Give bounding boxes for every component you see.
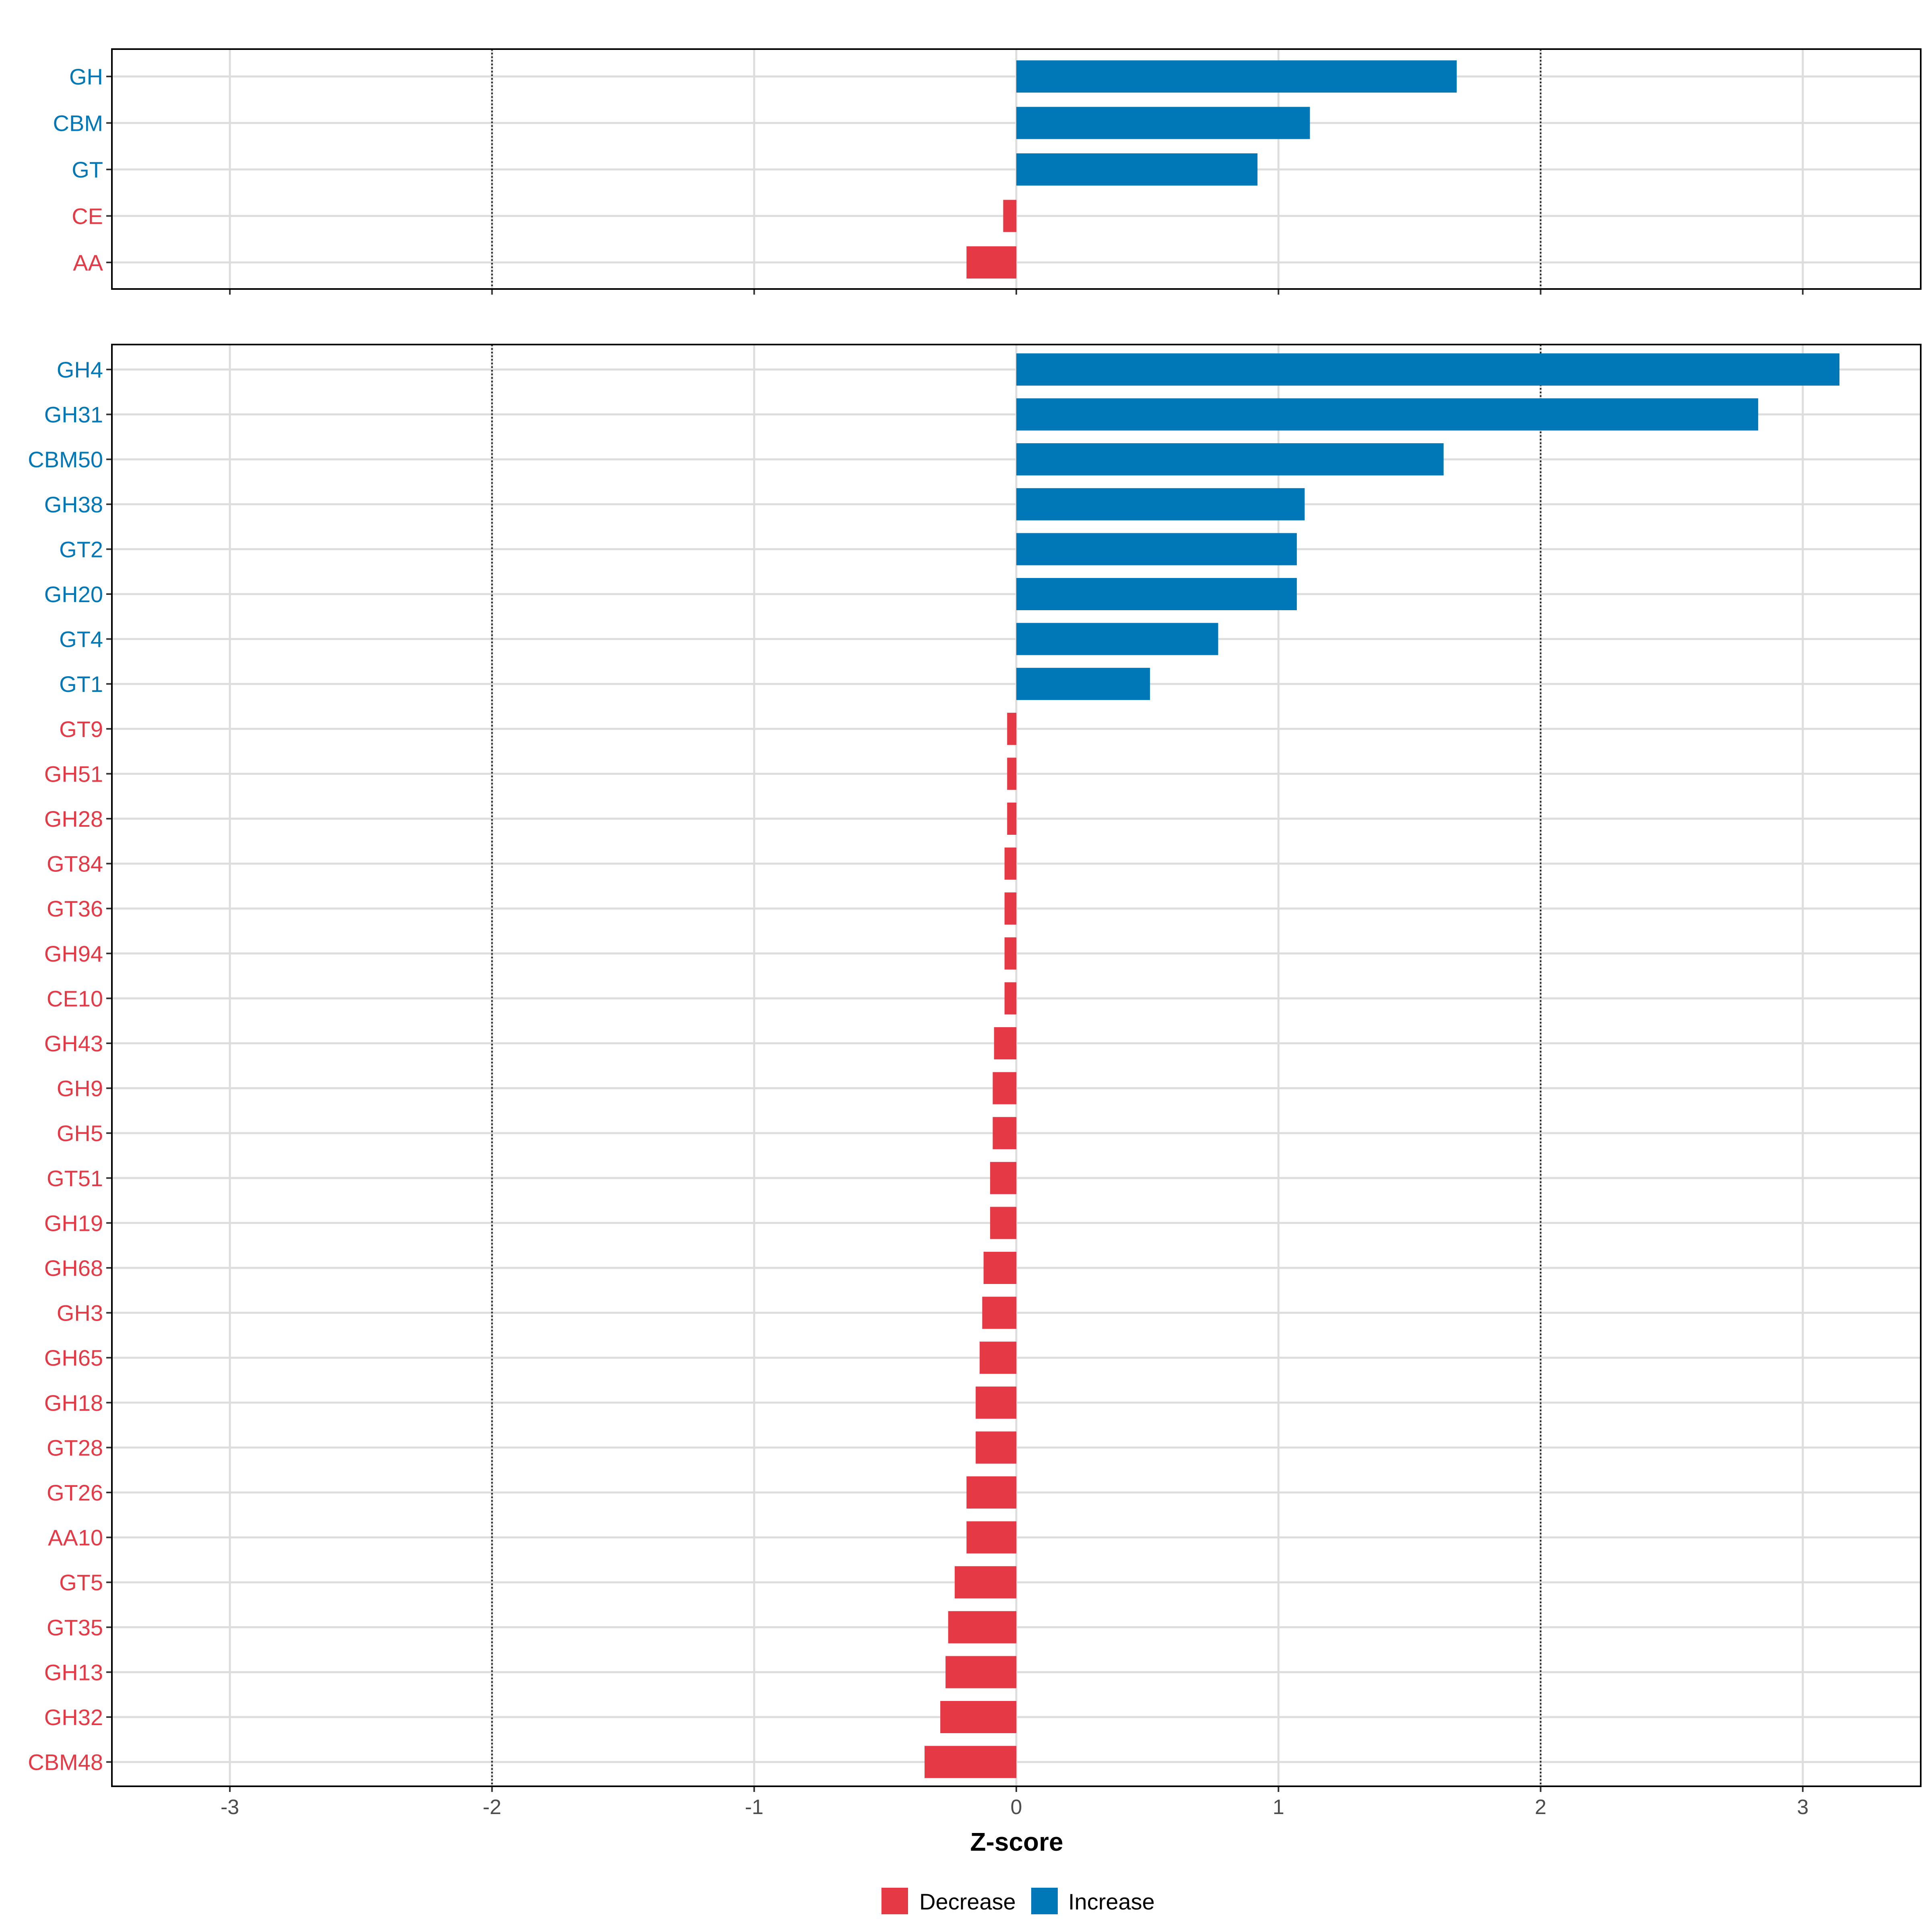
legend-label-increase: Increase xyxy=(1068,1889,1155,1914)
bar-gt84 xyxy=(1004,847,1016,880)
bar-gh3 xyxy=(982,1296,1016,1329)
bottom-panel: GH4 GH31 CBM50 GH38 GT2 GH20 GT4 GT1 GT9 GH51 GH28… xyxy=(28,344,1922,1792)
category-label: GT5 xyxy=(59,1570,103,1595)
bar-gt36 xyxy=(1004,892,1016,925)
category-label: GT1 xyxy=(59,671,103,697)
bar-gt28 xyxy=(976,1431,1016,1464)
bar-gh94 xyxy=(1004,937,1016,970)
bar-gh9 xyxy=(993,1072,1016,1104)
category-label: CBM48 xyxy=(28,1750,103,1775)
bar-gh31 xyxy=(1016,398,1759,431)
category-label: GT51 xyxy=(47,1166,103,1191)
category-label: GH5 xyxy=(57,1121,103,1146)
bar-gh38 xyxy=(1016,488,1305,520)
category-label: GH3 xyxy=(57,1300,103,1326)
category-label: GT36 xyxy=(47,896,103,921)
legend-key-increase xyxy=(1031,1888,1058,1914)
bar-gh51 xyxy=(1007,758,1016,790)
category-label: GH31 xyxy=(44,402,103,427)
category-label: GT84 xyxy=(47,851,103,877)
category-label: GH94 xyxy=(44,941,103,966)
bar-cbm48 xyxy=(925,1746,1016,1778)
bar-gh32 xyxy=(940,1701,1016,1733)
legend-key-decrease xyxy=(881,1888,908,1914)
top-panel: GH CBM GT CE AA xyxy=(53,48,1922,295)
category-label: GT4 xyxy=(59,627,103,652)
bar-gt26 xyxy=(966,1476,1016,1509)
panel-border xyxy=(111,344,1922,1787)
bar-gh5 xyxy=(993,1117,1016,1150)
x-tick-label: -1 xyxy=(745,1796,764,1819)
category-label: GH43 xyxy=(44,1031,103,1056)
category-label: AA xyxy=(73,250,103,275)
bar-gh65 xyxy=(979,1342,1016,1374)
bar-gt35 xyxy=(948,1611,1016,1643)
category-label: GH9 xyxy=(57,1076,103,1101)
bar-gh4 xyxy=(1016,353,1840,386)
bar-ce10 xyxy=(1004,982,1016,1015)
bar-gh43 xyxy=(994,1027,1016,1059)
category-label: GH65 xyxy=(44,1345,103,1371)
category-label: AA10 xyxy=(48,1525,103,1550)
bar-gh20 xyxy=(1016,578,1297,610)
category-label: GH4 xyxy=(57,357,103,382)
bar-aa10 xyxy=(966,1521,1016,1554)
bar-gh19 xyxy=(990,1207,1016,1239)
x-tick-label: 1 xyxy=(1273,1796,1284,1819)
category-label: CBM xyxy=(53,111,103,136)
bar-gt xyxy=(1016,153,1258,186)
bar-cbm xyxy=(1016,107,1310,139)
category-label: CE xyxy=(72,204,103,229)
category-label: CE10 xyxy=(47,986,103,1011)
bar-gh18 xyxy=(976,1386,1016,1419)
bar-aa xyxy=(966,246,1016,279)
x-tick-label: 0 xyxy=(1011,1796,1022,1819)
category-label: GH32 xyxy=(44,1705,103,1730)
bar-ce xyxy=(1003,200,1016,232)
x-axis: -3 -2 -1 0 1 2 3 xyxy=(221,1796,1808,1819)
category-label: GH38 xyxy=(44,492,103,517)
category-label: GH28 xyxy=(44,806,103,832)
bar-gh xyxy=(1016,60,1457,93)
category-label: GT2 xyxy=(59,537,103,562)
x-tick-label: 3 xyxy=(1797,1796,1808,1819)
x-axis-title: Z-score xyxy=(970,1827,1063,1856)
legend: Decrease Increase xyxy=(881,1888,1155,1914)
panel-border xyxy=(111,48,1922,290)
category-label: GH68 xyxy=(44,1255,103,1281)
x-tick-label: 2 xyxy=(1535,1796,1546,1819)
category-label: GH18 xyxy=(44,1390,103,1416)
category-label: GT26 xyxy=(47,1480,103,1505)
category-label: GT xyxy=(72,157,103,182)
bar-cbm50 xyxy=(1016,443,1444,476)
bar-gt5 xyxy=(954,1566,1016,1599)
bar-gt1 xyxy=(1016,668,1150,700)
category-label: GH13 xyxy=(44,1660,103,1685)
bar-gh28 xyxy=(1007,803,1016,835)
x-tick-label: -3 xyxy=(221,1796,239,1819)
x-tick-label: -2 xyxy=(483,1796,501,1819)
bar-gt4 xyxy=(1016,623,1218,655)
category-label: GT9 xyxy=(59,716,103,742)
category-label: CBM50 xyxy=(28,447,103,472)
bar-gh13 xyxy=(945,1656,1016,1688)
category-label: GH xyxy=(69,64,103,89)
category-label: GH19 xyxy=(44,1210,103,1236)
category-label: GT35 xyxy=(47,1615,103,1640)
bar-gt9 xyxy=(1007,712,1016,745)
category-label: GT28 xyxy=(47,1435,103,1460)
bar-gh68 xyxy=(983,1252,1016,1284)
bar-gt2 xyxy=(1016,533,1297,566)
legend-label-decrease: Decrease xyxy=(919,1889,1016,1914)
bar-gt51 xyxy=(990,1162,1016,1194)
category-label: GH20 xyxy=(44,582,103,607)
category-label: GH51 xyxy=(44,761,103,786)
